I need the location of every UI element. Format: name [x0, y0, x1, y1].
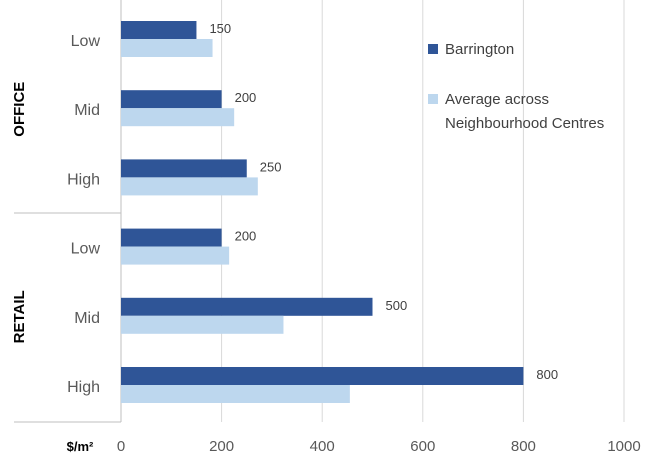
- legend: Barrington Average across Neighbourhood Ce…: [428, 41, 604, 132]
- bar-average: [121, 108, 235, 127]
- x-tick-label: 1000: [607, 438, 640, 455]
- x-tick-label: 600: [410, 438, 435, 455]
- category-label: Low: [71, 241, 101, 258]
- bar-barrington: [121, 367, 524, 385]
- x-tick-label: 200: [209, 438, 234, 455]
- x-tick-label: 400: [310, 438, 335, 455]
- category-label: Low: [71, 33, 101, 50]
- x-unit-label: $/m²: [67, 439, 94, 454]
- bar-average: [121, 315, 284, 334]
- category-label: High: [67, 379, 100, 396]
- category-labels: OFFICE Low Mid High RETAIL Low Mid High: [11, 33, 100, 396]
- bar-barrington: [121, 21, 197, 39]
- bar-average: [121, 385, 350, 403]
- data-label: 800: [536, 367, 558, 382]
- category-label: High: [67, 171, 100, 188]
- data-label: 150: [209, 21, 231, 36]
- axes: 0 200 400 600 800 1000 $/m²: [14, 0, 641, 455]
- data-label: 250: [260, 159, 282, 174]
- bar-barrington: [121, 159, 247, 178]
- category-label: Mid: [74, 310, 100, 327]
- category-label: Mid: [74, 102, 100, 119]
- bar-average: [121, 39, 213, 57]
- data-label: 500: [386, 298, 408, 313]
- bar-average: [121, 177, 258, 196]
- bars: 150 200 250 200 500 800: [121, 21, 558, 403]
- bar-barrington: [121, 228, 222, 247]
- legend-label: Neighbourhood Centres: [445, 115, 604, 132]
- group-label-retail: RETAIL: [11, 290, 28, 343]
- gridlines: [221, 0, 625, 422]
- group-label-office: OFFICE: [11, 82, 28, 137]
- legend-label: Average across: [445, 91, 549, 108]
- bar-barrington: [121, 90, 222, 109]
- data-label: 200: [235, 90, 257, 105]
- legend-swatch: [428, 94, 438, 104]
- x-tick-label: 800: [511, 438, 536, 455]
- bar-average: [121, 246, 230, 265]
- bar-barrington: [121, 297, 373, 316]
- legend-swatch: [428, 44, 438, 54]
- data-label: 200: [235, 229, 257, 244]
- x-tick-label: 0: [117, 438, 125, 455]
- legend-label: Barrington: [445, 41, 514, 58]
